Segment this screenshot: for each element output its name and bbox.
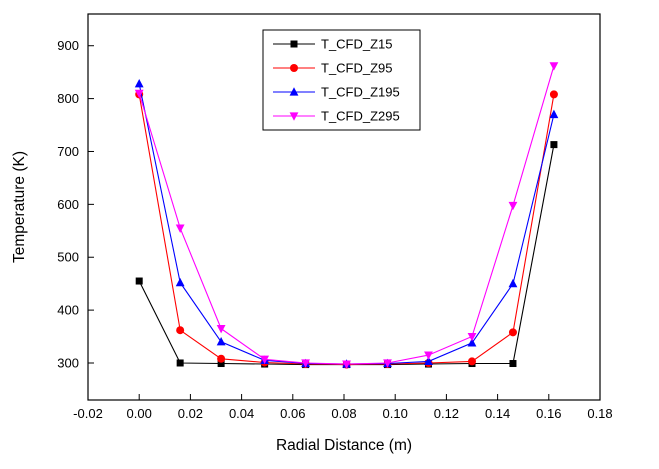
- series-line-t_cfd_z95: [138, 94, 555, 366]
- series-marker-t_cfd_z195: [216, 337, 226, 346]
- series-marker-t_cfd_z295: [424, 351, 433, 360]
- series-marker-t_cfd_z195: [424, 356, 433, 365]
- x-tick-label: 0.12: [434, 406, 459, 421]
- series-marker-t_cfd_z295: [549, 62, 559, 71]
- legend-label: T_CFD_Z95: [321, 61, 393, 76]
- series-marker-t_cfd_z195: [134, 78, 144, 88]
- series-marker-t_cfd_z15: [135, 277, 143, 285]
- x-tick-label: 0.18: [587, 406, 612, 421]
- x-tick-label: 0.00: [127, 406, 152, 421]
- x-tick-label: 0.10: [383, 406, 408, 421]
- y-axis-title: Temperature (K): [11, 151, 28, 263]
- series-marker-t_cfd_z195: [508, 278, 518, 288]
- series-marker-t_cfd_z15: [509, 360, 517, 368]
- y-tick-label: 600: [57, 197, 79, 212]
- series-marker-t_cfd_z195: [467, 338, 477, 347]
- legend-label: T_CFD_Z195: [321, 85, 400, 100]
- y-tick-label: 400: [57, 303, 79, 318]
- series-marker-t_cfd_z95: [217, 354, 226, 363]
- series-marker-t_cfd_z95: [468, 357, 476, 366]
- legend-marker: [289, 112, 299, 121]
- legend-label: T_CFD_Z295: [321, 109, 400, 124]
- series-marker-t_cfd_z95: [508, 328, 517, 337]
- plot-area: -0.02 0.00 0.02 0.04 0.06 0.08 0.10 0.12 0.14 0.1…: [57, 13, 613, 421]
- series-marker-t_cfd_z95: [549, 90, 558, 99]
- y-tick-label: 700: [57, 144, 79, 159]
- series-marker-t_cfd_z295: [383, 359, 392, 368]
- series-marker-t_cfd_z15: [217, 360, 225, 368]
- x-tick-label: 0.04: [229, 406, 254, 421]
- series-marker-t_cfd_z295: [260, 355, 270, 365]
- legend-label: T_CFD_Z15: [321, 37, 393, 52]
- series-marker-t_cfd_z15: [176, 359, 184, 367]
- series-marker-t_cfd_z195: [175, 277, 185, 287]
- x-tick-label: 0.06: [280, 406, 305, 421]
- y-tick-label: 500: [57, 250, 79, 265]
- legend-box: [262, 29, 421, 131]
- series-marker-t_cfd_z295: [508, 201, 518, 211]
- series-marker-t_cfd_z295: [175, 224, 185, 233]
- series-marker-t_cfd_z295: [134, 89, 144, 99]
- y-tick-label: 300: [57, 355, 79, 370]
- series-marker-t_cfd_z295: [216, 325, 226, 334]
- x-tick-label: -0.02: [73, 406, 103, 421]
- series-line-t_cfd_z15: [138, 144, 555, 366]
- series-marker-t_cfd_z15: [550, 141, 558, 149]
- legend-marker: [290, 40, 298, 48]
- y-tick-label: 800: [57, 91, 79, 106]
- x-tick-label: 0.08: [331, 406, 356, 421]
- x-tick-label: 0.02: [178, 406, 203, 421]
- x-tick-label: 0.16: [536, 406, 561, 421]
- series-marker-t_cfd_z95: [176, 326, 185, 335]
- legend-marker: [289, 87, 299, 96]
- series-marker-t_cfd_z295: [467, 332, 477, 342]
- series-marker-t_cfd_z295: [301, 359, 310, 368]
- legend-marker: [290, 64, 298, 72]
- x-axis-title: Radial Distance (m): [276, 437, 412, 454]
- y-tick-label: 900: [57, 38, 79, 53]
- series-marker-t_cfd_z295: [342, 360, 351, 369]
- x-tick-label: 0.14: [485, 406, 510, 421]
- series-marker-t_cfd_z195: [549, 109, 559, 119]
